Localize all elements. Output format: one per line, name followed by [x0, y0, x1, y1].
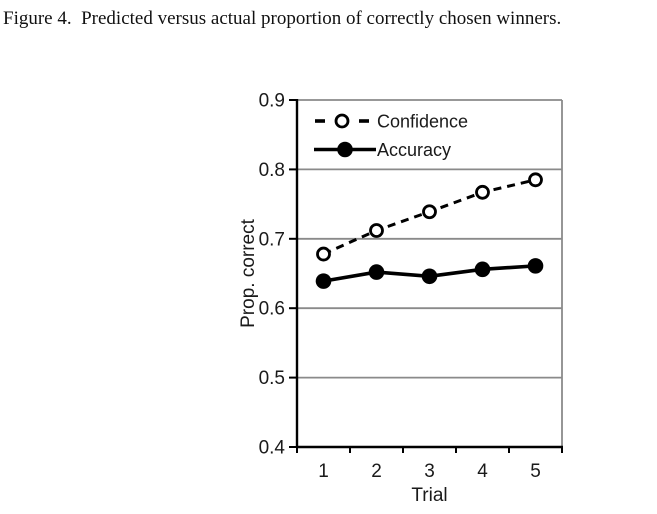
y-tick-label: 0.4: [259, 438, 286, 459]
y-tick-label: 0.6: [259, 299, 285, 320]
y-axis-title: Prop. correct: [238, 218, 259, 327]
x-tick-label: 3: [424, 461, 435, 482]
data-point-confidence-5: [528, 172, 543, 188]
x-tick-label: 4: [477, 461, 488, 482]
figure-caption: Figure 4. Predicted versus actual propor…: [3, 8, 562, 29]
y-tick-label: 0.9: [259, 91, 285, 112]
data-point-confidence-3: [422, 204, 437, 220]
data-point-accuracy-5: [527, 258, 544, 274]
legend-swatch-open-circle-icon: [334, 113, 350, 129]
data-point-accuracy-3: [421, 268, 438, 285]
x-tick-label: 1: [318, 461, 329, 482]
x-tick-label: 2: [371, 461, 382, 482]
legend-label-accuracy: Accuracy: [377, 140, 451, 160]
data-point-accuracy-1: [315, 273, 332, 289]
y-tick-label: 0.5: [259, 368, 285, 389]
x-tick-label: 5: [530, 461, 541, 482]
y-tick-label: 0.7: [259, 229, 285, 250]
data-point-accuracy-4: [474, 261, 491, 278]
data-point-confidence-2: [369, 223, 384, 238]
y-tick-label: 0.8: [259, 160, 285, 181]
data-point-accuracy-2: [368, 264, 385, 280]
data-point-confidence-4: [475, 184, 490, 200]
legend-swatch-filled-circle-icon: [337, 141, 353, 158]
legend-label-confidence: Confidence: [377, 112, 468, 132]
x-axis-title: Trial: [411, 485, 447, 506]
data-point-confidence-1: [316, 246, 331, 262]
